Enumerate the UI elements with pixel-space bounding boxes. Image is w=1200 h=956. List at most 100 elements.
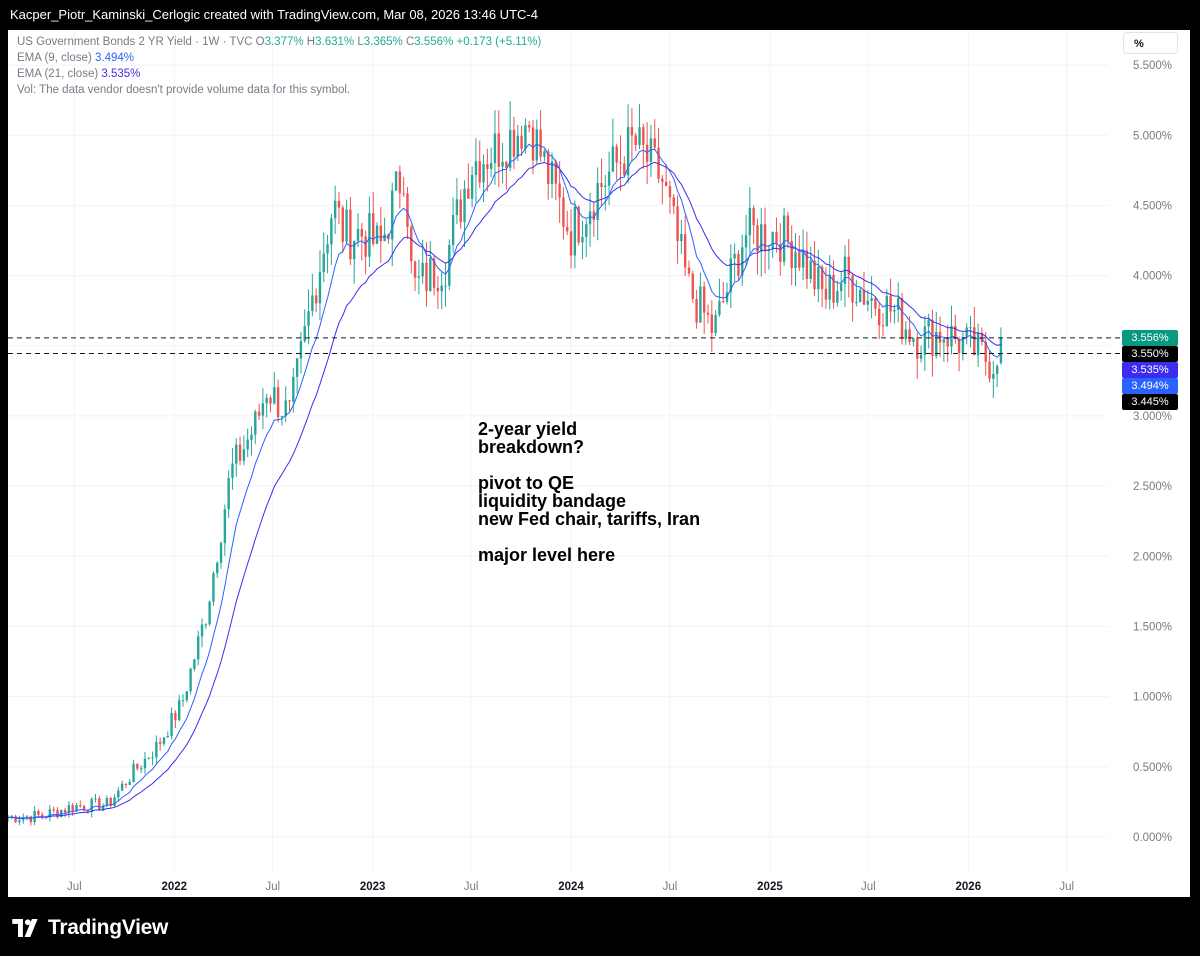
candle-body	[733, 253, 736, 259]
candle	[600, 158, 603, 207]
candle	[855, 279, 858, 307]
candle-body	[166, 736, 169, 738]
candle	[733, 243, 736, 282]
candle	[527, 120, 531, 133]
candle	[440, 272, 443, 310]
candle-body	[588, 211, 592, 225]
candle	[798, 235, 801, 271]
candle-body	[326, 244, 329, 254]
candle	[379, 206, 383, 263]
candle-body	[805, 250, 809, 279]
candle-body	[600, 183, 603, 188]
candle-body	[702, 286, 706, 313]
candle-body	[790, 240, 793, 269]
candle	[615, 143, 618, 181]
candle	[177, 694, 181, 722]
legend-close-value: 3.556%	[414, 36, 454, 48]
candle	[813, 241, 816, 296]
candle-body	[714, 314, 717, 334]
candle	[592, 202, 596, 237]
candle-body	[406, 193, 409, 228]
candle	[596, 167, 599, 241]
candle-body	[212, 573, 215, 602]
candle-body	[25, 816, 29, 818]
y-tick-label: 2.000%	[1133, 551, 1172, 563]
candle	[79, 800, 82, 808]
candle-body	[322, 253, 325, 273]
y-tick-label: 0.000%	[1133, 832, 1172, 844]
candle	[170, 707, 173, 740]
candle-body	[162, 737, 166, 744]
candle-body	[467, 188, 470, 199]
candle-body	[352, 240, 356, 260]
candle-body	[744, 235, 748, 248]
candle-body	[63, 809, 67, 813]
candle-body	[109, 798, 112, 806]
candle	[136, 763, 139, 771]
candle	[470, 166, 474, 208]
candle	[535, 119, 539, 164]
x-tick-label: Jul	[663, 881, 678, 893]
candle-body	[227, 478, 230, 510]
candle	[189, 667, 192, 695]
candle-body	[554, 161, 558, 184]
legend-low-value: 3.365%	[363, 36, 403, 48]
y-tick-label: 5.000%	[1133, 130, 1172, 142]
candle-body	[101, 805, 105, 811]
candle-body	[459, 199, 462, 223]
candle-body	[661, 178, 664, 182]
candle	[155, 735, 158, 763]
candle-body	[566, 226, 569, 232]
candle	[984, 332, 987, 376]
percent-scale-button[interactable]: %	[1123, 32, 1178, 54]
candle	[212, 571, 215, 606]
candle-body	[653, 138, 656, 148]
candle-body	[893, 309, 896, 312]
candle	[782, 207, 786, 266]
candle-body	[292, 376, 295, 402]
candle	[866, 290, 869, 312]
candle-body	[695, 298, 698, 323]
legend-volume-note: Vol: The data vendor doesn't provide vol…	[17, 84, 350, 96]
candle	[288, 399, 291, 412]
candle-body	[676, 206, 679, 242]
candle-body	[261, 403, 265, 416]
candle-body	[508, 129, 512, 168]
candle	[954, 314, 957, 344]
y-tick-label: 2.500%	[1133, 481, 1172, 493]
candle-body	[786, 215, 790, 241]
y-tick-label: 4.500%	[1133, 200, 1172, 212]
candle	[482, 154, 485, 203]
candle-body	[798, 252, 801, 268]
candle-body	[421, 262, 424, 277]
candle	[897, 282, 900, 323]
candle-body	[573, 206, 577, 256]
candle-body	[866, 300, 869, 305]
candle	[961, 332, 965, 361]
candle-body	[383, 234, 386, 242]
candle-body	[927, 319, 930, 327]
tradingview-logo[interactable]: TradingView	[12, 916, 168, 940]
candle	[124, 783, 128, 788]
candle-body	[531, 127, 535, 161]
candle	[436, 276, 440, 309]
candle	[619, 135, 622, 191]
candle-body	[375, 225, 379, 244]
candle	[919, 345, 923, 363]
candle	[969, 315, 972, 348]
legend-high-label: H	[306, 36, 316, 48]
candle-body	[858, 289, 862, 303]
candle-body	[752, 207, 755, 226]
candle-body	[645, 144, 649, 162]
candle	[158, 737, 162, 751]
candle-body	[512, 129, 516, 157]
x-tick-label: Jul	[861, 881, 876, 893]
chart-panel[interactable]: 5.500%5.000%4.500%4.000%3.500%3.000%2.50…	[8, 30, 1190, 897]
annotation-line: liquidity bandage	[478, 491, 627, 511]
candle	[885, 289, 889, 327]
candle-body	[269, 397, 272, 404]
candle	[702, 281, 706, 334]
candle	[360, 222, 364, 261]
candle	[162, 737, 166, 747]
candle	[151, 751, 154, 766]
